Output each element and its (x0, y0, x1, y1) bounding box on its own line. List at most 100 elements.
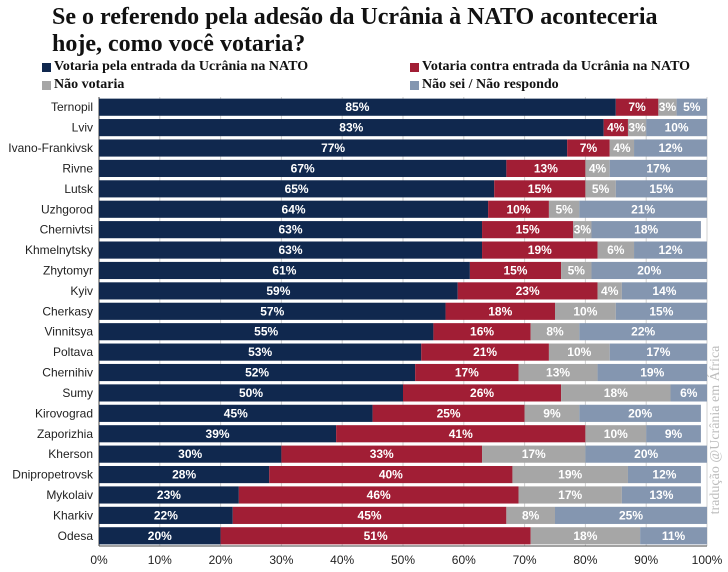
data-label: 12% (659, 141, 683, 155)
data-label: 55% (254, 325, 278, 339)
data-label: 17% (646, 161, 670, 175)
data-label: 9% (665, 427, 683, 441)
data-label: 23% (516, 284, 540, 298)
bar-segment (482, 221, 574, 239)
bar-segment (99, 465, 270, 484)
data-label: 25% (437, 406, 461, 420)
data-label: 22% (631, 325, 655, 339)
data-label: 53% (248, 345, 272, 359)
data-label: 3% (574, 223, 592, 237)
bar-segment (634, 139, 707, 157)
bar-segment (579, 323, 707, 341)
data-label: 15% (516, 223, 540, 237)
data-label: 18% (634, 223, 658, 237)
bar-segment (269, 465, 513, 484)
category-label: Zaporizhia (37, 427, 93, 441)
data-label: 67% (291, 161, 315, 175)
x-tick-label: 60% (452, 553, 476, 567)
bar-segment (561, 261, 592, 280)
watermark: tradução @Ucrânia em África (708, 345, 723, 515)
legend-swatch-against (410, 62, 419, 72)
bar-segment (591, 261, 707, 280)
data-label: 18% (604, 386, 628, 400)
data-label: 20% (634, 447, 658, 461)
bar-segment (99, 486, 239, 504)
bar-segment (555, 506, 707, 524)
x-tick-label: 80% (573, 553, 597, 567)
data-label: 10% (604, 427, 628, 441)
data-label: 19% (558, 468, 582, 482)
legend-swatch-dont-know (410, 80, 419, 90)
category-label: Kirovograd (35, 406, 93, 420)
category-label: Khmelnytsky (25, 243, 93, 257)
bar-segment (482, 445, 586, 463)
category-label: Rivne (62, 161, 93, 175)
data-label: 39% (206, 427, 230, 441)
bar-segment (403, 384, 562, 402)
bar-segment (597, 241, 635, 259)
x-tick-label: 10% (148, 553, 172, 567)
data-label: 19% (528, 243, 552, 257)
bar-segment (658, 98, 677, 116)
x-tick-label: 30% (269, 553, 293, 567)
bar-segment (99, 404, 373, 422)
bar-segment (506, 159, 586, 178)
x-tick-label: 0% (90, 553, 108, 567)
bar-segment (421, 343, 549, 361)
legend-swatch-favor (42, 62, 51, 72)
category-label: Vinnitsya (45, 325, 94, 339)
category-label: Kherson (48, 447, 93, 461)
bar-segment (488, 200, 549, 218)
bar-segment (99, 261, 470, 280)
bar-segment (524, 404, 580, 422)
data-label: 3% (628, 121, 646, 135)
data-label: 57% (260, 304, 284, 318)
data-label: 9% (543, 406, 561, 420)
legend-item-favor: Votaria pela entrada da Ucrânia na NATO (42, 59, 308, 75)
bar-segment (615, 302, 707, 320)
bar-segment (99, 343, 422, 361)
data-label: 46% (367, 488, 391, 502)
bar-segment (518, 363, 598, 382)
bar-segment (579, 200, 707, 218)
data-label: 18% (488, 304, 512, 318)
data-label: 21% (631, 202, 655, 216)
bar-segment (99, 425, 337, 443)
data-label: 17% (558, 488, 582, 502)
bar-segment (494, 180, 586, 198)
legend: Votaria pela entrada da Ucrânia na NATO … (0, 58, 728, 94)
x-tick-label: 50% (391, 553, 415, 567)
bar-segment (99, 527, 221, 545)
x-tick-label: 90% (634, 553, 658, 567)
bar-segment (99, 323, 434, 341)
bar-segment (646, 425, 701, 443)
category-label: Kharkiv (53, 508, 93, 522)
category-label: Odesa (58, 529, 94, 543)
bar-segment (99, 200, 489, 218)
bar-segment (597, 363, 707, 382)
data-label: 10% (507, 202, 531, 216)
bar-segment (99, 241, 483, 259)
data-label: 20% (628, 406, 652, 420)
category-label: Uzhgorod (41, 202, 93, 216)
data-label: 7% (628, 100, 646, 114)
bar-segment (585, 425, 647, 443)
bar-segment (220, 527, 531, 545)
bar-segment (433, 323, 531, 341)
data-label: 5% (683, 100, 701, 114)
data-label: 10% (573, 304, 597, 318)
bar-segment (585, 180, 616, 198)
bar-segment (615, 98, 659, 116)
bar-segment (99, 139, 568, 157)
bar-segment (512, 465, 628, 484)
category-label: Chernihiv (42, 366, 93, 380)
bar-segment (469, 261, 562, 280)
bar-segment (336, 425, 586, 443)
bar-segment (609, 159, 707, 178)
bar-segment (482, 241, 598, 259)
bar-segment (597, 282, 622, 300)
data-label: 20% (637, 263, 661, 277)
data-label: 85% (345, 100, 369, 114)
bar-segment (238, 486, 519, 504)
